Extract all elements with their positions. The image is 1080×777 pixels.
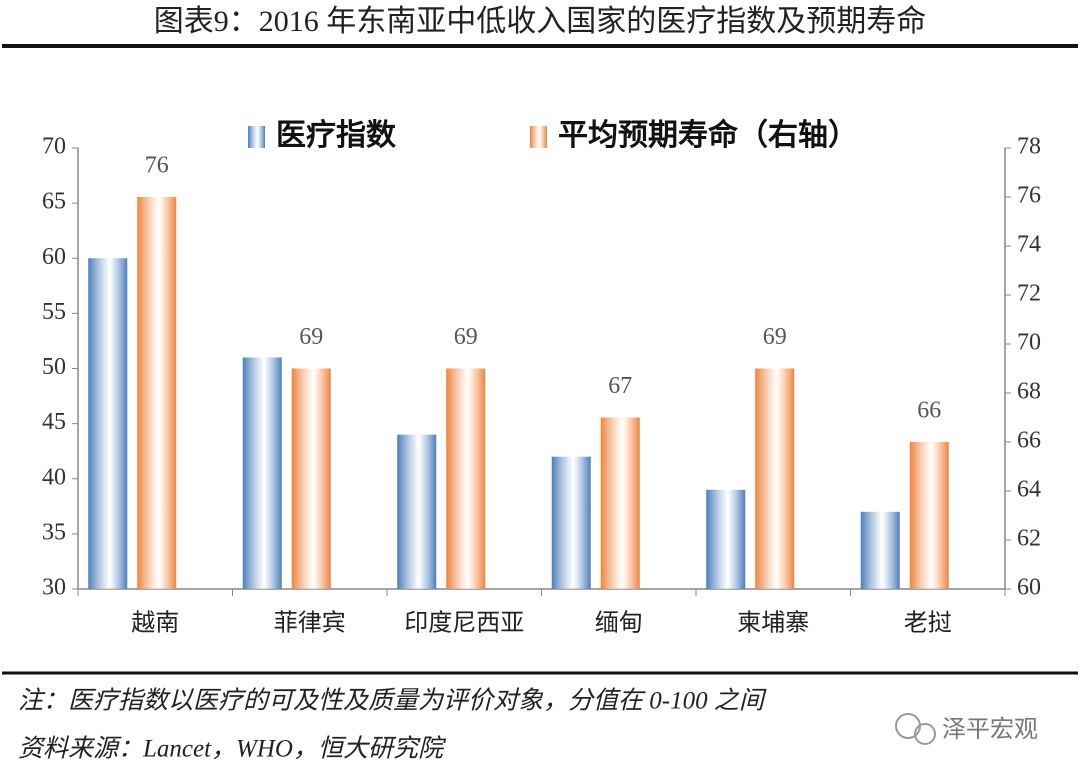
y-tick-label: 60 <box>42 244 66 270</box>
bar <box>88 258 128 589</box>
y2-tick-label: 68 <box>1017 379 1041 405</box>
bar <box>291 368 331 589</box>
legend-swatch <box>530 126 547 148</box>
y-tick-label: 65 <box>42 189 66 215</box>
y2-tick-label: 72 <box>1017 281 1041 307</box>
y2-tick-label: 66 <box>1017 428 1041 454</box>
watermark-icon <box>914 723 936 745</box>
legend-label: 平均预期寿命（右轴） <box>558 118 858 152</box>
watermark-text: 泽平宏观 <box>942 715 1038 743</box>
x-tick-label: 老挝 <box>904 610 952 637</box>
bar <box>706 489 746 589</box>
bar <box>909 442 949 589</box>
note: 注：医疗指数以医疗的可及性及质量为评价对象，分值在 0-100 之间 <box>18 687 767 715</box>
y-tick-label: 30 <box>42 575 66 601</box>
y2-tick-label: 76 <box>1017 183 1041 209</box>
x-tick-label: 菲律宾 <box>274 610 346 637</box>
y-tick-label: 70 <box>42 134 66 160</box>
data-label: 69 <box>763 324 787 350</box>
y2-tick-label: 70 <box>1017 330 1041 356</box>
x-tick-label: 印度尼西亚 <box>404 610 524 637</box>
y-tick-label: 45 <box>42 409 66 435</box>
y2-tick-label: 60 <box>1017 575 1041 601</box>
y2-tick-label: 78 <box>1017 134 1041 160</box>
watermark-icon <box>895 713 921 739</box>
legend-swatch <box>248 126 265 148</box>
x-tick-label: 缅甸 <box>595 610 643 637</box>
bar <box>860 511 900 589</box>
watermark: 泽平宏观 <box>895 713 1038 745</box>
y-tick-label: 40 <box>42 464 66 490</box>
legend-label: 医疗指数 <box>276 119 397 152</box>
data-label: 69 <box>299 324 323 350</box>
data-label: 69 <box>454 324 478 350</box>
y2-tick-label: 74 <box>1017 232 1041 258</box>
bar <box>137 197 177 589</box>
y-tick-label: 50 <box>42 354 66 380</box>
data-label: 66 <box>917 398 941 424</box>
bar <box>446 368 486 589</box>
bar <box>242 357 282 589</box>
source: 资料来源：Lancet，WHO，恒大研究院 <box>18 735 447 763</box>
bar <box>755 368 795 589</box>
y-tick-label: 35 <box>42 519 66 545</box>
x-tick-label: 柬埔寨 <box>737 610 809 637</box>
data-label: 76 <box>145 153 169 179</box>
chart-title: 图表9：2016 年东南亚中低收入国家的医疗指数及预期寿命 <box>154 5 927 38</box>
bar <box>397 434 437 589</box>
y2-tick-label: 64 <box>1017 477 1041 503</box>
data-label: 67 <box>608 373 632 399</box>
bar <box>600 417 640 589</box>
y2-tick-label: 62 <box>1017 526 1041 552</box>
x-tick-label: 越南 <box>131 610 179 637</box>
bar <box>551 456 591 589</box>
y-tick-label: 55 <box>42 299 66 325</box>
